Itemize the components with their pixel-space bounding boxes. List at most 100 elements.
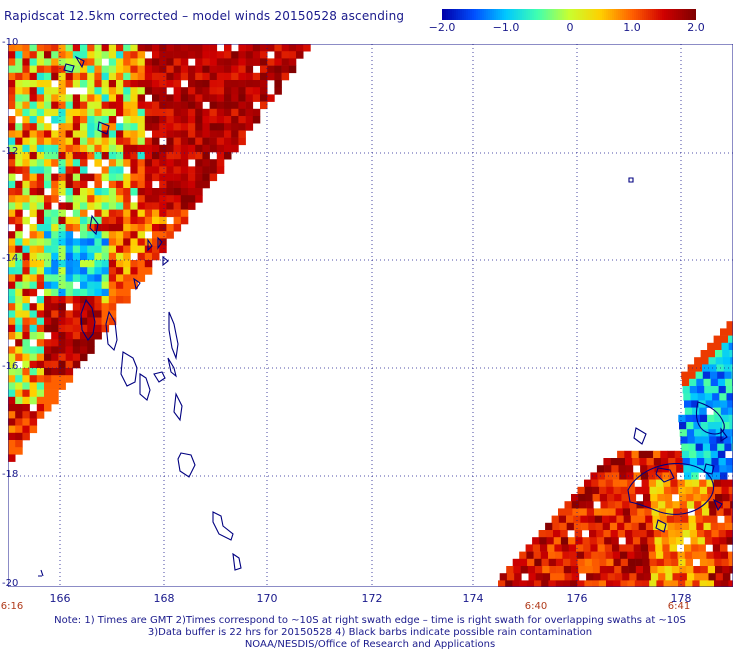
wind-cell [692, 580, 700, 587]
swath-time: 6:41 [667, 601, 691, 612]
wind-cell [686, 501, 695, 509]
wind-cell [682, 530, 691, 538]
wind-cell [173, 72, 182, 81]
wind-cell [581, 522, 589, 531]
wind-cell [152, 159, 160, 167]
wind-cell [22, 332, 30, 340]
wind-cell [72, 332, 81, 340]
wind-cell [101, 324, 110, 333]
wind-cell [576, 544, 584, 552]
wind-cell [260, 72, 268, 81]
wind-cell [8, 324, 16, 333]
wind-cell [58, 216, 66, 225]
wind-cell [51, 252, 59, 261]
wind-cell [116, 159, 124, 167]
wind-cell [519, 580, 528, 587]
wind-cell [130, 44, 138, 52]
wind-cell [613, 558, 621, 567]
wind-cell [633, 472, 642, 480]
wind-cell [8, 411, 16, 419]
island [74, 55, 85, 69]
wind-cell [662, 544, 670, 552]
wind-cell [724, 371, 732, 380]
wind-cell [173, 101, 182, 110]
wind-cell [65, 137, 74, 146]
island [97, 121, 110, 135]
lon-label: 168 [153, 592, 175, 605]
wind-cell [209, 166, 218, 174]
wind-cell [94, 252, 102, 261]
wind-cell [8, 267, 16, 275]
wind-cell [635, 558, 643, 567]
wind-cell [708, 573, 716, 581]
colorbar-step [452, 9, 455, 20]
wind-cell [540, 551, 549, 560]
wind-cell [224, 80, 232, 88]
wind-cell [58, 382, 66, 390]
wind-cell [706, 551, 714, 560]
wind-cell [663, 479, 671, 488]
wind-cell [640, 544, 649, 552]
wind-cell [238, 108, 246, 117]
wind-cell [671, 486, 679, 495]
lon-label: 172 [361, 592, 383, 605]
wind-cell [260, 44, 268, 52]
wind-cell [725, 522, 733, 531]
wind-cell [65, 159, 74, 167]
wind-cell [173, 123, 182, 131]
wind-cell [538, 530, 547, 538]
wind-cell [202, 159, 210, 167]
wind-cell [51, 332, 59, 340]
wind-cell [51, 368, 59, 376]
wind-difference-map[interactable] [8, 44, 733, 587]
wind-cell [707, 494, 716, 502]
wind-cell [216, 130, 225, 138]
wind-cell [722, 494, 730, 502]
wind-cell [712, 537, 720, 545]
wind-cell [611, 465, 619, 473]
wind-cell [643, 501, 652, 509]
wind-cell [22, 94, 30, 102]
wind-cell [116, 94, 124, 102]
swath-left [8, 44, 311, 462]
wind-cell [58, 353, 66, 362]
colorbar-step [480, 9, 483, 20]
wind-cell [603, 530, 611, 538]
wind-cell [694, 501, 702, 509]
colorbar-step [614, 9, 617, 20]
wind-cell [29, 209, 38, 218]
wind-cell [87, 317, 95, 326]
wind-cell [108, 180, 117, 189]
wind-cell [108, 80, 117, 88]
wind-cell [152, 195, 160, 203]
wind-cell [216, 72, 225, 81]
wind-cell [72, 317, 81, 326]
wind-cell [635, 486, 643, 495]
wind-cell [144, 137, 153, 146]
wind-cell [58, 130, 66, 138]
wind-cell [684, 551, 693, 560]
wind-cell [29, 396, 38, 405]
wind-cell [627, 551, 635, 560]
wind-cell [614, 566, 622, 574]
island [133, 277, 141, 291]
wind-cell [712, 393, 720, 401]
wind-cell [689, 450, 697, 459]
wind-cell [252, 87, 261, 95]
wind-cell [692, 407, 700, 416]
wind-cell [72, 180, 81, 189]
wind-cell [87, 238, 95, 246]
wind-cell [80, 101, 88, 110]
wind-cell [666, 515, 675, 524]
wind-cell [572, 508, 580, 516]
colorbar-step [466, 9, 469, 20]
wind-cell [719, 537, 727, 545]
wind-cell [44, 137, 52, 146]
wind-cell [159, 224, 167, 232]
wind-cell [8, 425, 16, 434]
wind-cell [108, 94, 117, 102]
wind-cell [65, 317, 74, 326]
wind-cell [681, 371, 689, 380]
wind-cell [58, 209, 66, 218]
wind-cell [94, 238, 102, 246]
